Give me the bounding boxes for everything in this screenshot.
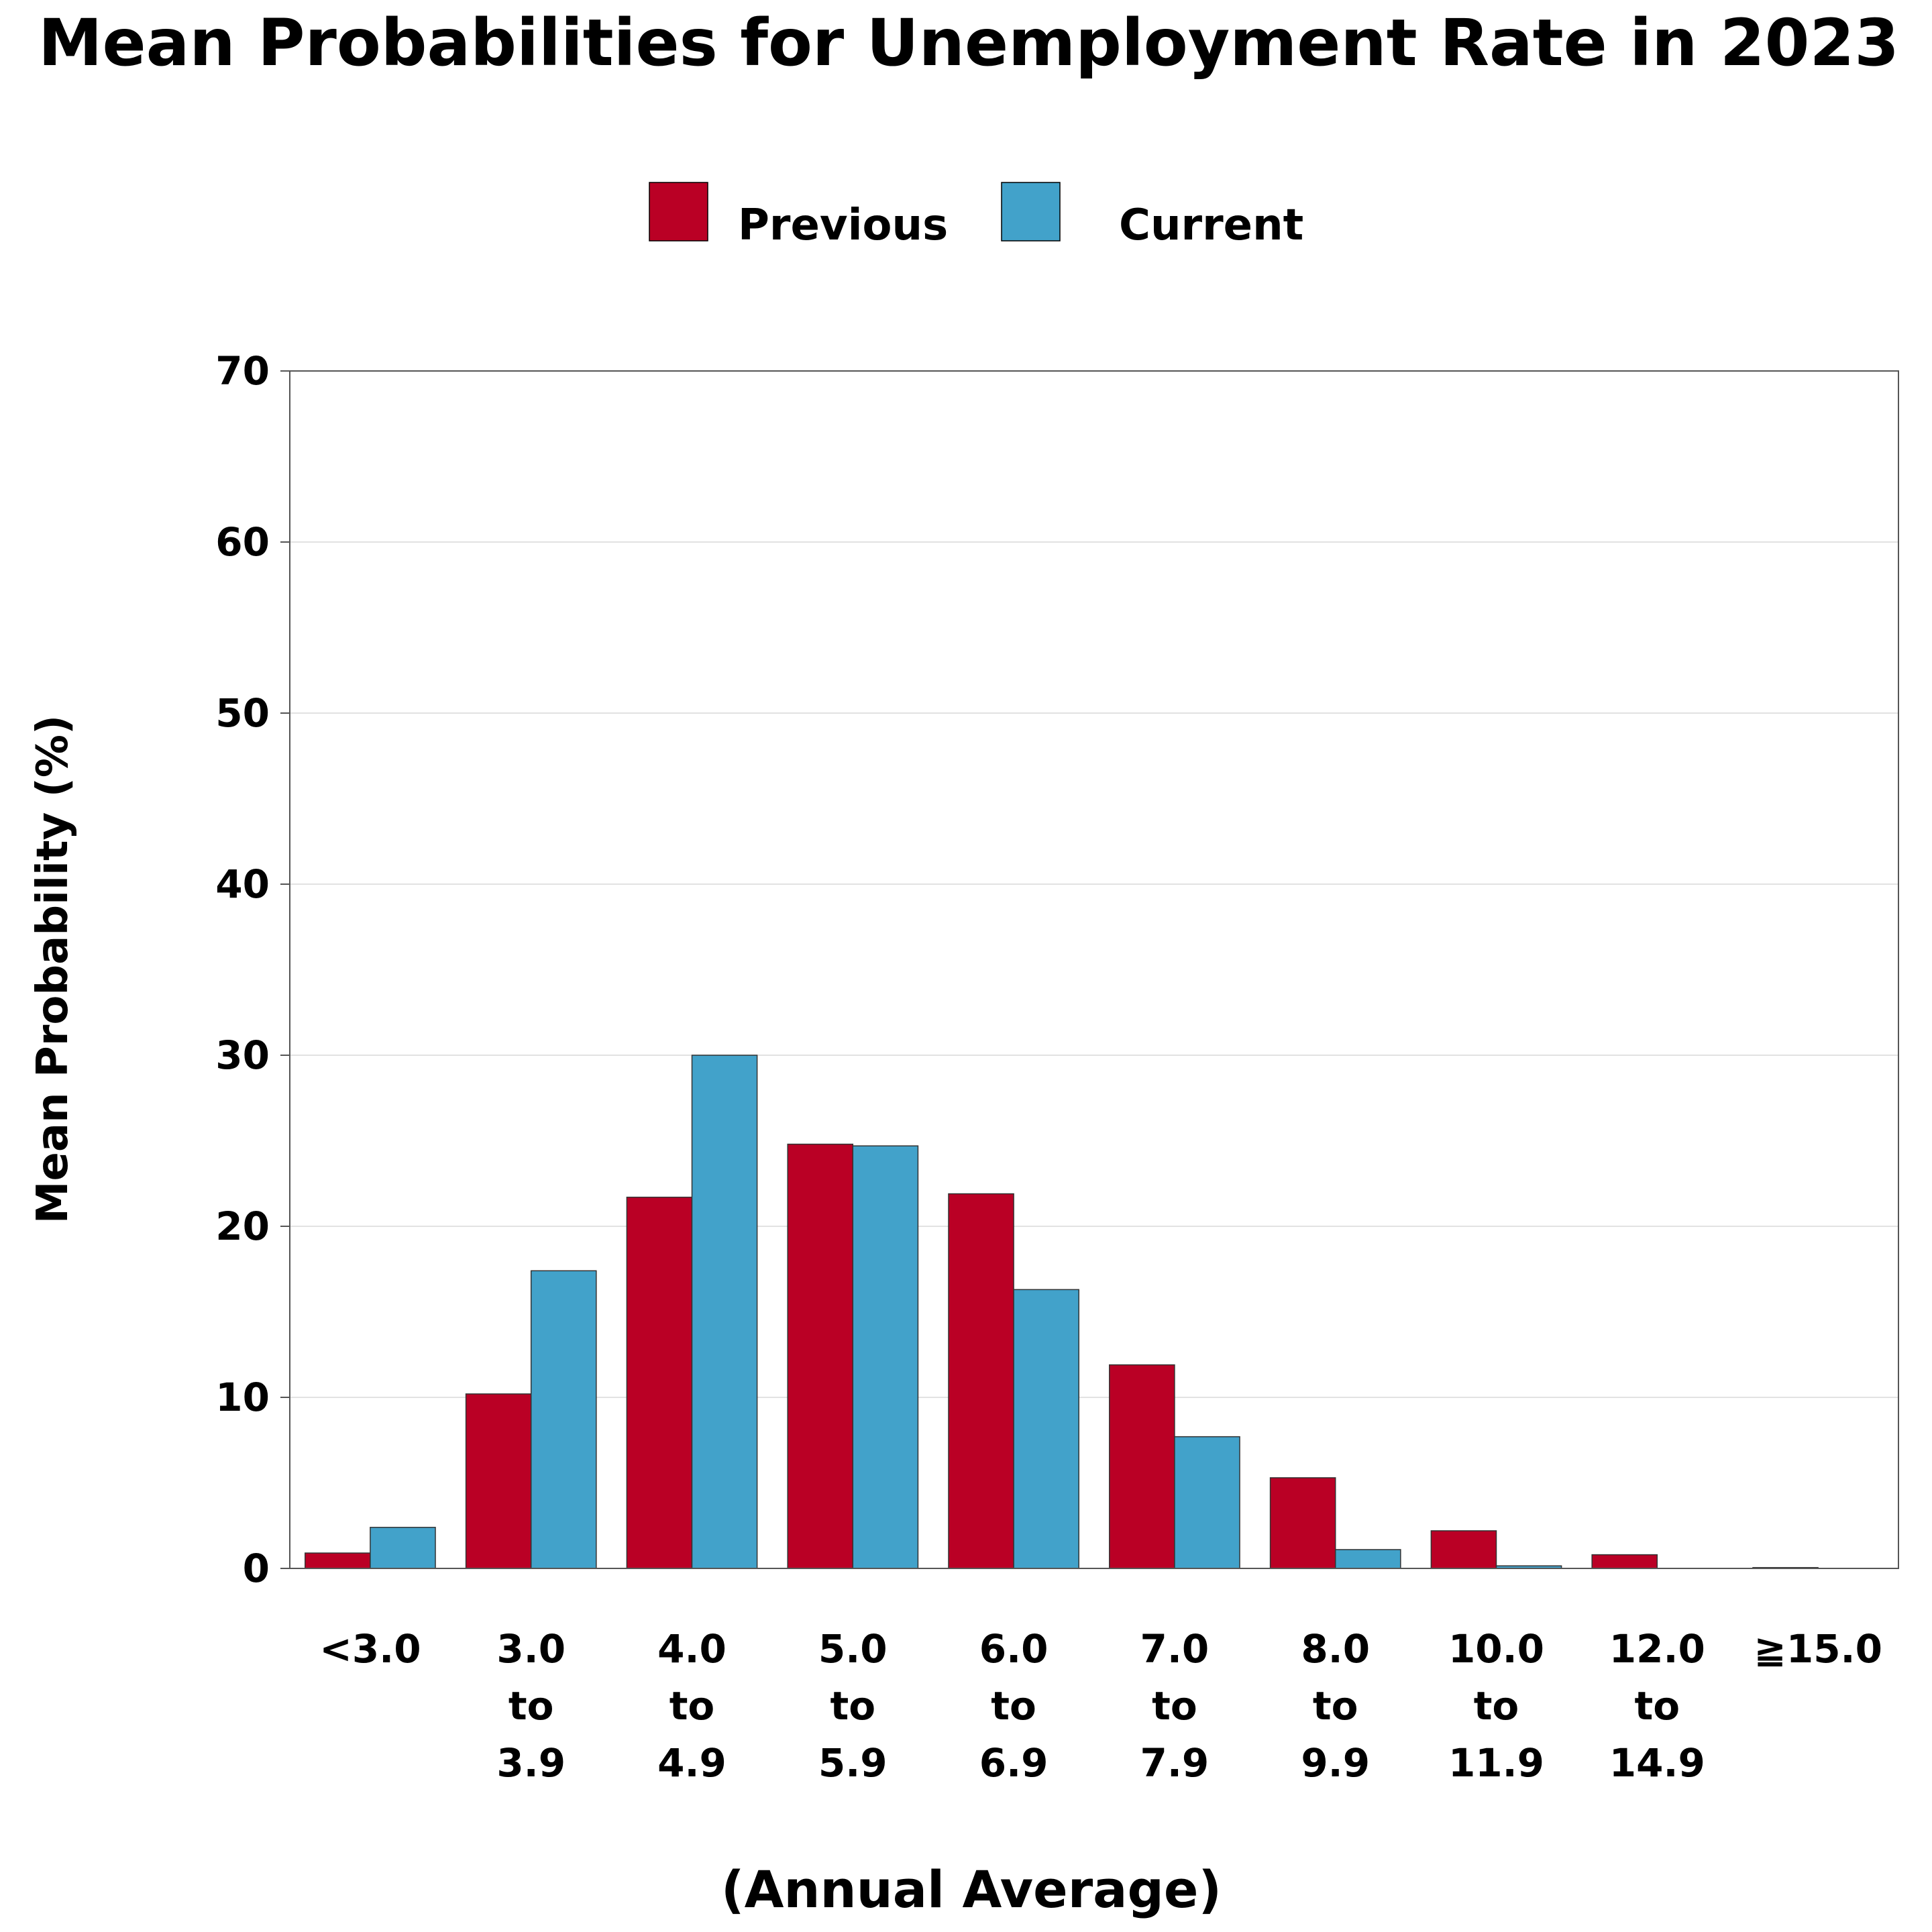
bar-current-0 xyxy=(370,1527,436,1569)
bar-previous-1 xyxy=(465,1393,532,1569)
legend-label-previous: Previous xyxy=(738,201,948,250)
x-tick-label-line: <3.0 xyxy=(319,1626,421,1672)
y-axis-ticks: 0 10 20 30 40 50 60 70 xyxy=(215,348,290,1591)
x-tick-label-line: 7.0 xyxy=(1140,1626,1210,1672)
y-tick-label: 20 xyxy=(215,1203,270,1249)
x-tick-label-line: ≧15.0 xyxy=(1754,1626,1882,1672)
x-tick-label-line: 4.9 xyxy=(657,1740,727,1786)
legend-swatch-previous xyxy=(649,182,708,241)
x-tick-label: 7.0 to 7.9 xyxy=(1140,1626,1210,1786)
x-tick-label-line: 11.9 xyxy=(1448,1740,1544,1786)
bar-previous-8 xyxy=(1591,1554,1658,1569)
x-tick-label-line: 3.0 xyxy=(496,1626,566,1672)
x-tick-label: 6.0 to 6.9 xyxy=(979,1626,1049,1786)
x-tick-label: 10.0 to 11.9 xyxy=(1448,1626,1544,1786)
bars xyxy=(305,1055,1819,1569)
y-axis-title: Mean Probability (%) xyxy=(28,715,78,1224)
x-tick-label-line: 7.9 xyxy=(1140,1740,1210,1786)
x-tick-label-line: 9.9 xyxy=(1301,1740,1370,1786)
x-axis-title: (Annual Average) xyxy=(721,1860,1222,1919)
y-tick-label: 40 xyxy=(215,861,270,907)
x-tick-label-line: 5.0 xyxy=(818,1626,888,1672)
x-tick-label-line: 6.9 xyxy=(979,1740,1049,1786)
x-tick-label-line: to xyxy=(1635,1683,1680,1729)
y-tick-label: 60 xyxy=(215,519,270,565)
legend: Previous Current xyxy=(649,182,1303,250)
x-tick-label: <3.0 xyxy=(319,1626,421,1672)
x-tick-label: 12.0 to 14.9 xyxy=(1609,1626,1705,1786)
x-tick-label-line: to xyxy=(1313,1683,1358,1729)
plot-frame xyxy=(289,370,1899,1569)
y-tick-label: 70 xyxy=(215,348,270,394)
gridlines xyxy=(290,541,1898,1398)
bar-current-3 xyxy=(852,1145,919,1569)
x-tick-label-line: 8.0 xyxy=(1301,1626,1370,1672)
bar-previous-0 xyxy=(305,1552,371,1569)
x-tick-label-line: 6.0 xyxy=(979,1626,1049,1672)
y-tick-label: 50 xyxy=(215,690,270,736)
x-tick-label-line: to xyxy=(669,1683,715,1729)
x-tick-label: 8.0 to 9.9 xyxy=(1301,1626,1370,1786)
x-tick-label: 4.0 to 4.9 xyxy=(657,1626,727,1786)
x-axis-ticks: <3.0 3.0 to 3.9 4.0 to 4.9 5.0 to 5.9 6.0 to 6.9 7.0 t… xyxy=(319,1626,1882,1786)
bar-previous-2 xyxy=(626,1196,693,1569)
legend-label-current: Current xyxy=(1119,201,1303,250)
x-tick-label-line: to xyxy=(1474,1683,1519,1729)
y-tick-label: 0 xyxy=(243,1546,270,1591)
bar-previous-4 xyxy=(948,1193,1014,1569)
y-tick-label: 30 xyxy=(215,1032,270,1078)
x-tick-label: ≧15.0 xyxy=(1754,1626,1882,1672)
x-tick-label-line: to xyxy=(991,1683,1036,1729)
x-tick-label-line: 12.0 xyxy=(1609,1626,1705,1672)
x-tick-label-line: 4.0 xyxy=(657,1626,727,1672)
x-tick-label: 3.0 to 3.9 xyxy=(496,1626,566,1786)
bar-previous-5 xyxy=(1109,1364,1175,1569)
bar-current-5 xyxy=(1174,1436,1240,1569)
x-tick-label-line: to xyxy=(1152,1683,1197,1729)
bar-previous-6 xyxy=(1269,1477,1336,1569)
bar-current-6 xyxy=(1334,1549,1401,1569)
legend-swatch-current xyxy=(1001,182,1061,241)
bar-current-2 xyxy=(691,1055,758,1569)
bar-current-1 xyxy=(530,1270,597,1569)
y-tick-label: 10 xyxy=(215,1375,270,1420)
x-tick-label: 5.0 to 5.9 xyxy=(818,1626,888,1786)
bar-previous-3 xyxy=(787,1143,854,1569)
bar-previous-7 xyxy=(1430,1530,1497,1569)
x-tick-label-line: 3.9 xyxy=(496,1740,566,1786)
x-tick-label-line: to xyxy=(508,1683,554,1729)
chart-title: Mean Probabilities for Unemployment Rate… xyxy=(38,5,1899,80)
x-tick-label-line: 10.0 xyxy=(1448,1626,1544,1672)
x-tick-label-line: 14.9 xyxy=(1609,1740,1705,1786)
x-tick-label-line: 5.9 xyxy=(818,1740,888,1786)
bar-current-4 xyxy=(1013,1289,1079,1569)
x-tick-label-line: to xyxy=(830,1683,876,1729)
